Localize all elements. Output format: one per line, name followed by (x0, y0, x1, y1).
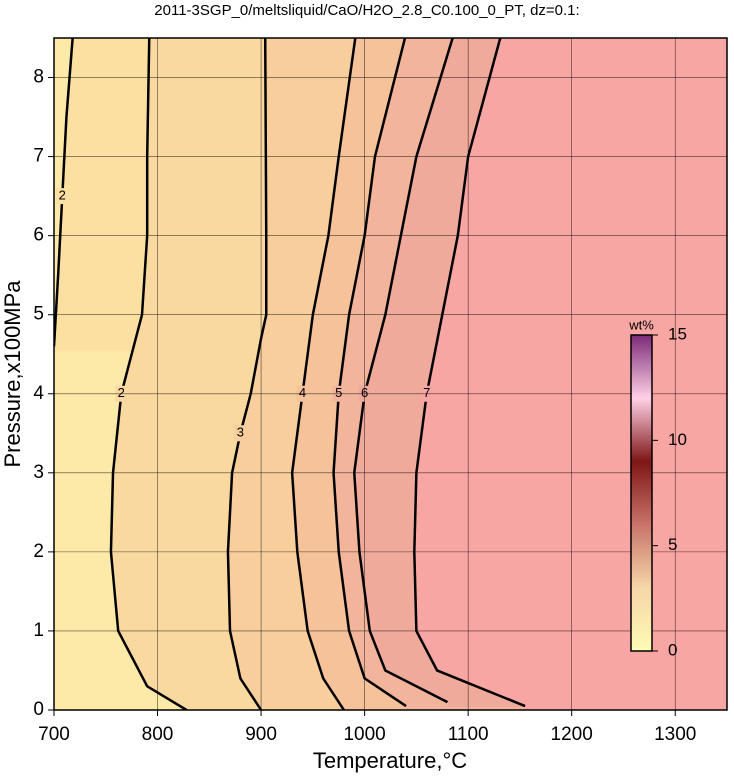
y-tick-label: 6 (33, 225, 44, 246)
contour-label-bg (234, 425, 247, 442)
x-tick-label: 1000 (343, 724, 385, 745)
contour-line (332, 38, 407, 708)
colorbar-tick-label: 10 (668, 430, 687, 449)
y-tick-label: 0 (33, 699, 44, 720)
y-axis-label: Pressure,x100MPa (0, 280, 25, 468)
y-tick-label: 5 (33, 304, 44, 325)
y-tick-label: 7 (33, 146, 44, 167)
contour-label: 4 (299, 385, 306, 400)
colorbar-tick-label: 5 (668, 535, 677, 554)
contour-label-bg (56, 188, 69, 205)
y-tick-label: 2 (33, 541, 44, 562)
y-tick-label: 4 (33, 383, 44, 404)
x-tick-label: 1100 (448, 724, 489, 745)
contour-label: 3 (237, 425, 244, 440)
y-tick-label: 8 (33, 67, 44, 88)
contour-line (109, 38, 188, 710)
contour-label: 7 (423, 385, 430, 400)
plot-frame (53, 37, 728, 711)
x-tick-label: 1200 (551, 724, 593, 745)
chart-title: 2011-3SGP_0/meltsliquid/CaO/H2O_2.8_C0.1… (154, 2, 579, 19)
contour-line (353, 38, 454, 704)
colorbar-tick-label: 0 (668, 640, 677, 659)
axes: 700 800 900 1000 1100 1200 1300 0 1 2 3 4 5 6 7 8 wt% 0 5 1… (33, 38, 727, 745)
colorbar-label: wt% (628, 317, 654, 332)
x-tick-label: 1300 (654, 724, 696, 745)
contour-label: 2 (118, 385, 125, 400)
x-axis-label: Temperature,°C (313, 748, 467, 773)
x-tick-label: 900 (245, 724, 277, 745)
x-tick-label: 700 (38, 724, 70, 745)
contour-line (413, 38, 526, 708)
x-tick-label: 800 (142, 724, 174, 745)
y-tick-label: 3 (33, 462, 44, 483)
colorbar-tick-label: 15 (668, 324, 687, 343)
y-tick-label: 1 (33, 620, 44, 641)
contour-label: 2 (59, 188, 66, 203)
contour-label: 5 (335, 385, 342, 400)
contour-line (290, 38, 357, 710)
colorbar (630, 334, 653, 652)
